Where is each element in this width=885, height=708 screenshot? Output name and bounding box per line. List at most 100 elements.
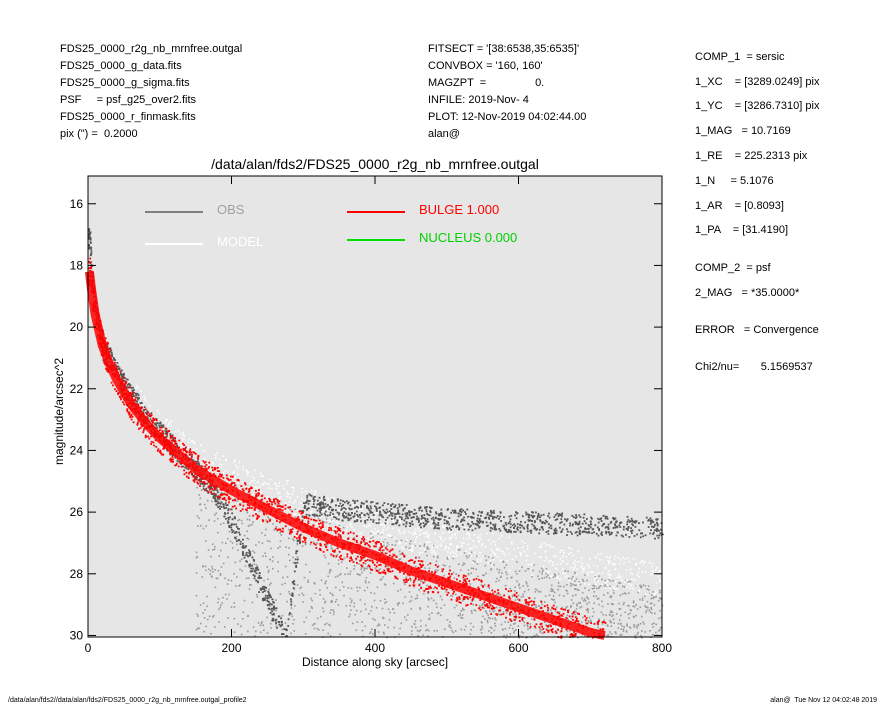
obs-point [328, 623, 330, 626]
bulge-point [561, 615, 564, 617]
obs-point [200, 524, 202, 527]
obs-point [268, 607, 271, 610]
obs-point [120, 375, 123, 378]
bulge-point [399, 571, 401, 573]
obs-point [375, 506, 378, 509]
model-point [617, 556, 620, 559]
bulge-point [190, 456, 193, 459]
obs-point [380, 578, 383, 581]
model-point [455, 550, 458, 553]
model-point [644, 593, 647, 596]
obs-point [158, 424, 161, 427]
bulge-point [188, 472, 190, 475]
obs-point [470, 572, 472, 575]
model-point [427, 535, 430, 538]
obs-point [571, 514, 574, 517]
obs-point [234, 498, 237, 500]
obs-point [341, 507, 343, 510]
model-point [608, 576, 611, 579]
obs-point [135, 394, 138, 397]
obs-point [171, 454, 174, 457]
model-point [570, 566, 573, 569]
obs-point [268, 583, 271, 586]
bulge-point [227, 477, 229, 480]
obs-point [258, 576, 261, 579]
obs-point [570, 617, 573, 620]
bulge-point [305, 517, 308, 519]
bulge-point [521, 618, 524, 621]
obs-point [489, 626, 492, 629]
bulge-point [381, 571, 384, 574]
obs-point [633, 605, 636, 608]
obs-point [607, 625, 609, 627]
obs-point [397, 510, 399, 513]
bulge-point [207, 486, 210, 488]
bulge-point [182, 449, 185, 452]
model-point [620, 579, 623, 581]
model-point [588, 558, 591, 560]
bulge-point [513, 594, 516, 597]
obs-point [448, 565, 451, 568]
obs-point [357, 573, 360, 576]
obs-point [430, 597, 433, 600]
obs-point [427, 635, 429, 637]
obs-point [448, 625, 450, 628]
obs-point [359, 599, 362, 601]
model-point [641, 571, 644, 573]
model-point [608, 562, 610, 564]
obs-point [231, 547, 234, 549]
obs-point [422, 517, 425, 519]
obs-point [433, 521, 435, 524]
model-point [363, 525, 365, 527]
obs-point [647, 585, 650, 588]
obs-point [428, 514, 431, 517]
obs-point [493, 528, 496, 531]
obs-point [659, 591, 661, 594]
model-point [568, 579, 571, 582]
obs-point [446, 526, 448, 529]
bulge-point [248, 488, 251, 490]
obs-point [285, 628, 288, 631]
model-point [291, 506, 294, 508]
obs-point [595, 595, 598, 598]
obs-point [463, 528, 466, 531]
obs-point [156, 422, 159, 424]
bulge-point [378, 571, 380, 574]
obs-point [530, 531, 533, 534]
obs-point [319, 503, 322, 506]
model-point [386, 521, 389, 524]
model-point [606, 579, 609, 582]
obs-point [493, 512, 495, 514]
obs-point [605, 585, 607, 588]
model-point [168, 423, 171, 425]
obs-point [512, 613, 514, 615]
obs-point [206, 482, 209, 485]
obs-point [541, 603, 543, 606]
obs-point [432, 522, 435, 525]
obs-point [539, 628, 542, 630]
obs-point [448, 523, 451, 526]
obs-point [239, 502, 241, 505]
obs-point [594, 575, 597, 578]
model-point [344, 514, 347, 517]
param-line: 1_RE = 225.2313 pix [695, 150, 808, 162]
obs-point [442, 564, 445, 566]
obs-point [322, 598, 325, 600]
obs-point [503, 634, 505, 637]
obs-point [525, 582, 528, 585]
bulge-point [361, 538, 364, 540]
obs-point [220, 566, 223, 568]
obs-point [648, 609, 650, 612]
model-point [446, 551, 449, 553]
obs-point [420, 526, 422, 529]
obs-point [540, 514, 543, 517]
obs-point [472, 567, 475, 570]
model-point [413, 531, 416, 533]
obs-point [182, 465, 185, 468]
bulge-point [223, 498, 226, 500]
model-point [423, 532, 426, 534]
model-point [563, 551, 565, 554]
bulge-point [406, 573, 409, 576]
obs-point [216, 500, 219, 503]
obs-point [598, 575, 600, 577]
